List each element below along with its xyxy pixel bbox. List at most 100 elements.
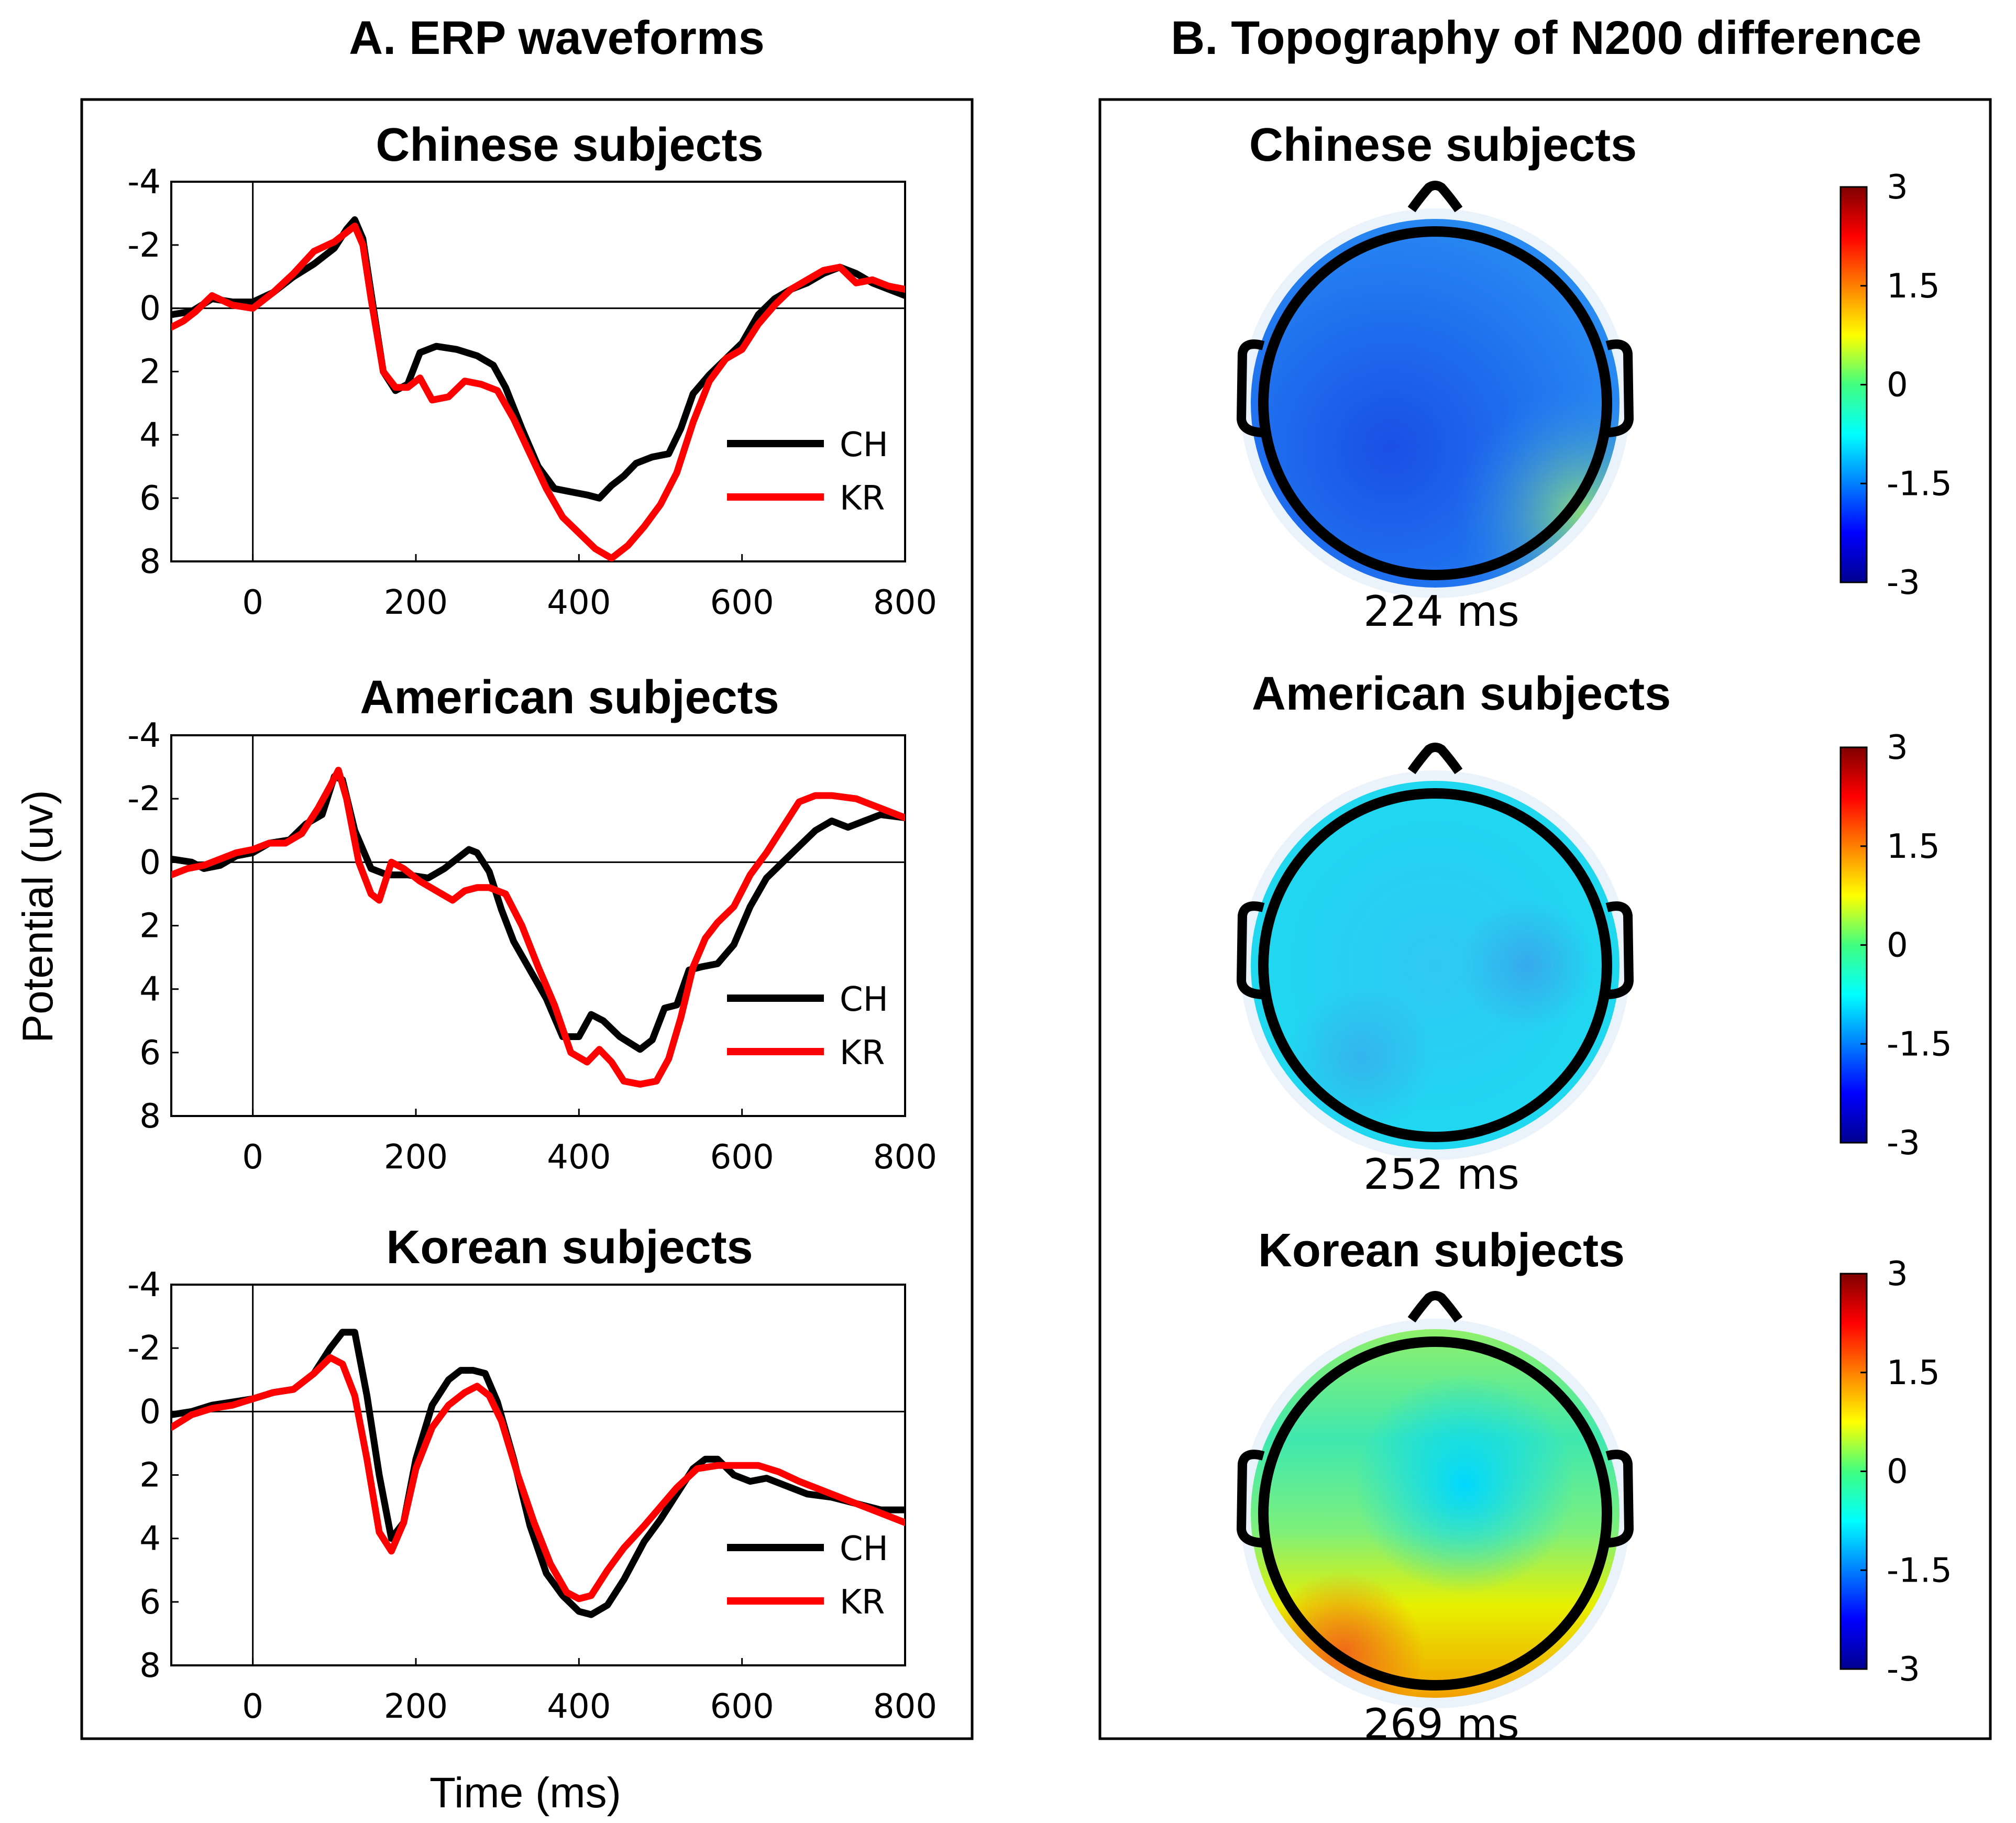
legend-label: CH	[840, 1530, 888, 1568]
y-tick-label: 0	[139, 843, 161, 882]
plot-area	[170, 1284, 906, 1666]
y-tick-label: 4	[139, 970, 161, 1009]
x-tick-label: 0	[242, 1687, 263, 1726]
shared-x-axis-label: Time (ms)	[429, 1769, 621, 1817]
y-tick-label: 6	[139, 479, 161, 518]
y-tick-label: 8	[139, 543, 161, 581]
x-tick-label: 400	[547, 583, 611, 622]
erp-plot-american: American subjects -4 -2 0 2 4 6 8 0 200 400 600 800 C…	[127, 671, 937, 1177]
y-tick-label: 4	[139, 1520, 161, 1559]
x-tick-label: 400	[547, 1138, 611, 1177]
y-tick-label: -4	[127, 163, 161, 202]
y-tick-label: 0	[139, 1393, 161, 1431]
topomap-american: American subjects 252 ms	[1236, 668, 1671, 1199]
topomap-scalp-blob	[1251, 1329, 1620, 1698]
x-tick-label: 0	[242, 1138, 263, 1177]
head-outline	[1258, 1336, 1612, 1691]
legend-label: CH	[840, 426, 888, 465]
series-line-kr	[171, 1354, 905, 1603]
x-tick-label: 400	[547, 1687, 611, 1726]
x-tick-label: 200	[384, 1138, 448, 1177]
y-tick-label: 8	[139, 1097, 161, 1136]
colorbar-tick-label: 1.5	[1887, 1354, 1940, 1393]
series-line-ch	[171, 1329, 905, 1618]
x-tick-label: 200	[384, 583, 448, 622]
colorbar-tick-label: 0	[1887, 366, 1908, 405]
colorbar-tick-label: -3	[1887, 1650, 1920, 1689]
y-tick-label: 0	[139, 290, 161, 328]
erp-plot-korean: Korean subjects -4 -2 0 2 4 6 8 0 200 400 600 800 CH K…	[127, 1221, 937, 1726]
legend-label: KR	[840, 479, 885, 518]
y-tick-label: -2	[127, 780, 161, 819]
topomap-scalp-glow	[1251, 219, 1620, 588]
x-tick-label: 600	[710, 1138, 774, 1177]
x-tick-label: 800	[873, 1138, 937, 1177]
nose-icon	[1407, 743, 1463, 775]
left-ear-icon	[1236, 1450, 1265, 1548]
panel-a-frame	[80, 98, 974, 1740]
chart-title: Korean subjects	[386, 1221, 753, 1274]
legend-label: KR	[840, 1034, 885, 1073]
series-line-kr	[171, 223, 905, 561]
erp-plot-chinese: Chinese subjects -4 -2 0 2 4 6 8 0 200 400 600 800 CH…	[127, 119, 937, 622]
series-group	[171, 1329, 905, 1618]
y-tick-label: 2	[139, 907, 161, 946]
colorbar-tick-label: -1.5	[1887, 1551, 1952, 1590]
legend-label: KR	[840, 1583, 885, 1622]
plot-area	[170, 181, 906, 562]
nose-icon	[1407, 1291, 1463, 1323]
head-outline	[1258, 226, 1612, 580]
right-ear-icon	[1605, 1450, 1634, 1548]
panel-a-title: A. ERP waveforms	[349, 12, 765, 64]
right-ear-icon	[1605, 339, 1634, 437]
y-tick-label: -4	[127, 1266, 161, 1305]
colorbar-american: 3 1.5 0 -1.5 -3	[1839, 728, 1952, 1163]
x-tick-label: 800	[873, 583, 937, 622]
colorbar-tick-label: 0	[1887, 1453, 1908, 1491]
topomap-scalp-blob	[1251, 781, 1620, 1150]
x-tick-label: 0	[242, 583, 263, 622]
colorbar-tick-label: 3	[1887, 728, 1908, 767]
colorbar-tick-label: 3	[1887, 1255, 1908, 1294]
topomap-title: American subjects	[1252, 668, 1671, 720]
topomap-korean: Korean subjects 269 ms	[1236, 1224, 1634, 1749]
topomap-chinese: Chinese subjects 224 ms	[1236, 119, 1637, 636]
colorbar-tick-label: 1.5	[1887, 827, 1940, 866]
colorbar-tick-label: 0	[1887, 926, 1908, 965]
colorbar-tick-label: -1.5	[1887, 465, 1952, 503]
y-tick-label: 6	[139, 1583, 161, 1622]
left-ear-icon	[1236, 901, 1265, 999]
nose-icon	[1407, 181, 1463, 213]
colorbar-tick-label: -3	[1887, 564, 1920, 602]
series-line-ch	[171, 216, 905, 502]
colorbar-korean: 3 1.5 0 -1.5 -3	[1839, 1255, 1952, 1689]
y-tick-label: -2	[127, 226, 161, 265]
panel-b-title: B. Topography of N200 difference	[1171, 12, 1922, 64]
x-tick-label: 600	[710, 583, 774, 622]
y-tick-label: 2	[139, 353, 161, 392]
chart-title: Chinese subjects	[376, 119, 763, 171]
colorbar-tick-label: 3	[1887, 168, 1908, 207]
panel-b-frame	[1098, 98, 1992, 1740]
head-outline	[1258, 788, 1612, 1142]
y-tick-label: 6	[139, 1034, 161, 1073]
x-tick-label: 200	[384, 1687, 448, 1726]
colorbar-tick-label: -1.5	[1887, 1025, 1952, 1064]
x-tick-label: 800	[873, 1687, 937, 1726]
topomap-time-label: 252 ms	[1363, 1150, 1519, 1199]
series-group	[171, 767, 905, 1088]
chart-title: American subjects	[360, 671, 779, 724]
topomap-time-label: 269 ms	[1363, 1700, 1519, 1749]
y-tick-label: 4	[139, 416, 161, 455]
shared-y-axis-label: Potential (uv)	[14, 790, 62, 1043]
colorbar-tick-label: -3	[1887, 1124, 1920, 1163]
series-line-kr	[171, 767, 905, 1088]
x-tick-label: 600	[710, 1687, 774, 1726]
y-tick-label: -4	[127, 716, 161, 755]
topomap-title: Chinese subjects	[1249, 119, 1637, 171]
topomap-time-label: 224 ms	[1363, 587, 1519, 636]
right-ear-icon	[1605, 901, 1634, 999]
colorbar-chinese: 3 1.5 0 -1.5 -3	[1839, 168, 1952, 602]
plot-area	[170, 734, 906, 1117]
